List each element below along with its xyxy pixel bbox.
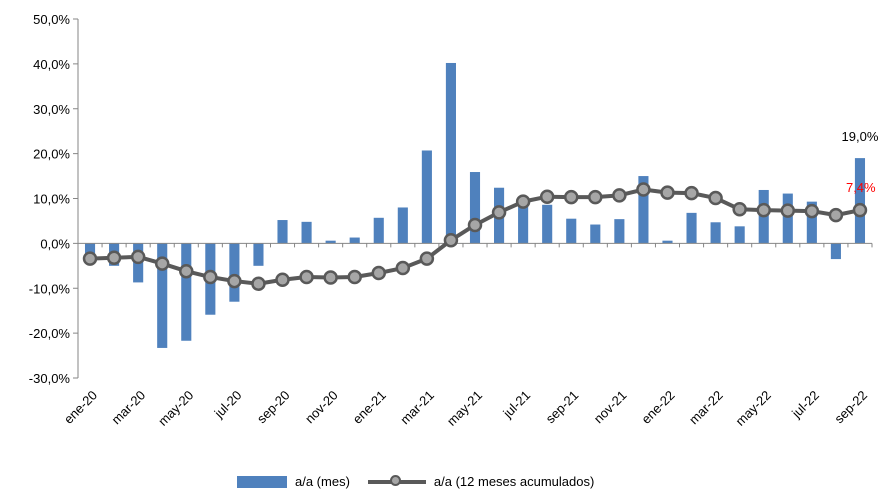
line-point bbox=[563, 189, 579, 205]
line-point bbox=[299, 269, 314, 285]
bar bbox=[397, 207, 408, 244]
bar bbox=[614, 219, 625, 244]
bar bbox=[542, 204, 553, 244]
line-point bbox=[251, 276, 266, 292]
y-tick-label: -20,0% bbox=[29, 326, 71, 341]
line-point bbox=[588, 189, 603, 205]
bar bbox=[445, 62, 456, 244]
bar bbox=[181, 243, 192, 341]
legend-label-line: a/a (12 meses acumulados) bbox=[433, 474, 595, 489]
bar bbox=[566, 218, 577, 244]
line-point bbox=[154, 256, 170, 271]
x-tick-label: may-20 bbox=[155, 388, 196, 429]
legend-line-marker bbox=[389, 474, 401, 486]
bar bbox=[349, 237, 360, 244]
x-tick-label: ene-22 bbox=[638, 388, 677, 427]
bar bbox=[277, 220, 288, 244]
x-tick-label: ene-21 bbox=[350, 388, 389, 427]
x-tick-label: may-22 bbox=[733, 388, 774, 429]
y-tick-label: 20,0% bbox=[33, 147, 70, 162]
line-point bbox=[323, 270, 338, 285]
x-tick-label: sep-22 bbox=[831, 388, 870, 427]
bar bbox=[157, 243, 168, 348]
line-point bbox=[82, 251, 98, 266]
line-point bbox=[419, 251, 435, 266]
line-point bbox=[612, 188, 627, 203]
x-tick-label: mar-20 bbox=[109, 388, 149, 428]
annotations: 19,0% 7,4% bbox=[842, 129, 879, 195]
x-tick-label: may-21 bbox=[444, 388, 485, 429]
bar bbox=[710, 222, 721, 244]
y-tick-label: 30,0% bbox=[33, 102, 70, 117]
y-axis: 50,0% 40,0% 30,0% 20,0% 10,0% 0,0% -10,0% -20,0… bbox=[29, 12, 79, 386]
bar bbox=[229, 243, 240, 302]
line-point bbox=[179, 263, 194, 279]
bar bbox=[373, 217, 384, 244]
y-tick-label: -30,0% bbox=[29, 371, 71, 386]
x-tick-label: jul-22 bbox=[788, 388, 822, 422]
x-tick-label: mar-22 bbox=[686, 388, 726, 428]
y-tick-label: 10,0% bbox=[33, 192, 70, 207]
line-point bbox=[852, 202, 868, 218]
line-point bbox=[732, 202, 747, 217]
bar bbox=[830, 243, 841, 260]
line-point bbox=[395, 260, 411, 276]
y-tick-label: 50,0% bbox=[33, 12, 70, 27]
y-tick-label: 0,0% bbox=[40, 236, 70, 251]
bar bbox=[421, 150, 432, 244]
bar bbox=[301, 221, 312, 244]
data-label-bar-last: 19,0% bbox=[842, 129, 879, 144]
bar bbox=[686, 212, 697, 244]
line-point bbox=[130, 249, 146, 265]
bar bbox=[806, 201, 817, 244]
x-tick-label: sep-20 bbox=[254, 388, 293, 427]
bar bbox=[253, 243, 264, 266]
line-point bbox=[515, 194, 531, 209]
bar bbox=[734, 226, 745, 244]
line-point bbox=[203, 269, 218, 285]
legend-label-bar: a/a (mes) bbox=[295, 474, 350, 489]
line-point bbox=[371, 265, 387, 281]
y-tick-label: 40,0% bbox=[33, 57, 70, 72]
legend-bar-swatch bbox=[237, 475, 287, 488]
bar bbox=[325, 240, 336, 244]
line-point bbox=[275, 272, 290, 287]
x-tick-label: mar-21 bbox=[397, 388, 437, 428]
line-point bbox=[491, 205, 507, 220]
chart: 50,0% 40,0% 30,0% 20,0% 10,0% 0,0% -10,0% -20,0… bbox=[29, 12, 879, 429]
x-tick-label: sep-21 bbox=[543, 388, 582, 427]
line-point bbox=[780, 203, 796, 218]
line-point bbox=[347, 269, 362, 285]
line-point bbox=[443, 232, 459, 248]
line-point bbox=[227, 273, 242, 289]
y-tick-label: -10,0% bbox=[29, 281, 71, 296]
bar bbox=[854, 158, 866, 244]
line-point bbox=[804, 203, 820, 219]
bar bbox=[782, 193, 793, 244]
line-point bbox=[467, 217, 483, 233]
line-point bbox=[660, 185, 675, 200]
bar-series bbox=[84, 62, 866, 348]
x-tick-label: nov-20 bbox=[302, 388, 341, 427]
bar bbox=[469, 172, 481, 244]
line-point bbox=[106, 250, 122, 265]
line-point bbox=[708, 190, 723, 206]
x-tick-label: ene-20 bbox=[61, 388, 100, 427]
line-point bbox=[756, 202, 771, 218]
x-tick-label: nov-21 bbox=[591, 388, 630, 427]
x-tick-label: jul-20 bbox=[211, 388, 245, 422]
bar bbox=[590, 224, 601, 244]
line-point bbox=[636, 182, 651, 197]
bar bbox=[638, 176, 649, 244]
data-label-line-last: 7,4% bbox=[846, 180, 876, 195]
line-point bbox=[828, 207, 844, 223]
line-point bbox=[684, 185, 699, 201]
bar bbox=[662, 240, 673, 244]
line-point bbox=[539, 189, 555, 204]
bar bbox=[518, 198, 529, 244]
legend-line-swatch bbox=[367, 474, 426, 488]
line-series bbox=[82, 182, 868, 292]
x-tick-label: jul-21 bbox=[499, 388, 533, 422]
legend: a/a (mes) a/a (12 meses acumulados) bbox=[237, 474, 594, 489]
